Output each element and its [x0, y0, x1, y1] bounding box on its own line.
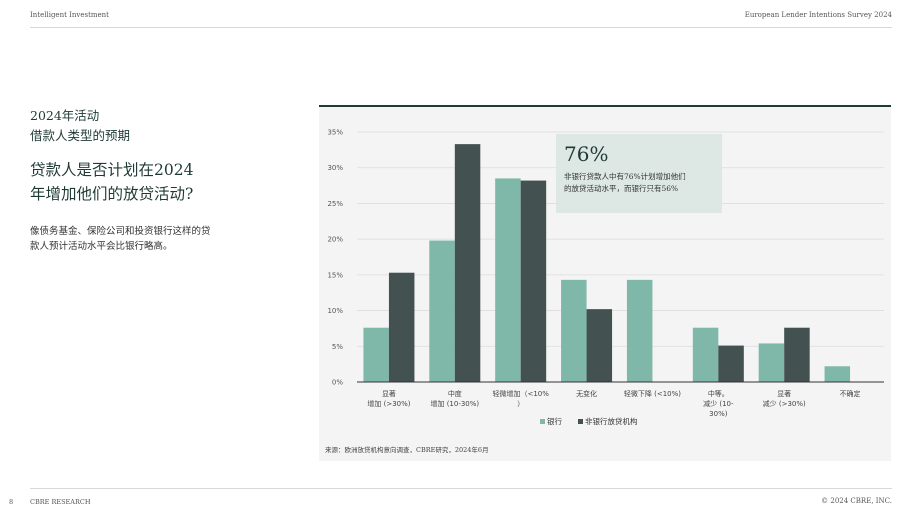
x-category-label: 减少 (10-: [703, 399, 734, 408]
callout-text: 非银行贷款人中有76%计划增加他们 的放贷活动水平，而银行只有56%: [564, 171, 714, 195]
bar-bank: [692, 327, 719, 382]
section-title-line1: 2024年活动: [30, 108, 100, 123]
x-category-label: 中度: [448, 389, 462, 398]
header-divider: [30, 27, 892, 28]
legend-label-nonbank: 非银行放贷机构: [585, 416, 638, 426]
y-tick-label: 0%: [332, 379, 343, 387]
x-category-label: 无变化: [576, 389, 597, 398]
bar-bank: [363, 327, 389, 382]
question-line2: 年增加他们的放贷活动?: [30, 185, 194, 203]
bar-bank: [824, 366, 851, 382]
x-category-label: 显著: [777, 389, 791, 398]
bar-nonbank: [454, 144, 481, 382]
section-title-line2: 借款人类型的预期: [30, 128, 131, 143]
footer-left-text: CBRE RESEARCH: [30, 498, 91, 506]
x-category-label: 不确定: [840, 389, 861, 398]
y-tick-label: 15%: [327, 271, 343, 279]
y-tick-label: 35%: [327, 129, 343, 137]
footer-divider: [30, 488, 892, 489]
bar-bank: [495, 178, 521, 382]
x-category-label: 减少 (>30%): [763, 399, 806, 408]
bar-bank: [626, 279, 653, 382]
y-tick-label: 25%: [327, 200, 343, 208]
description: 像债务基金、保险公司和投资银行这样的贷 款人预计活动水平会比银行略高。: [30, 224, 240, 254]
section-title: 2024年活动 借款人类型的预期: [30, 106, 280, 146]
y-tick-label: 30%: [327, 164, 343, 172]
x-category-label: 增加 (>30%): [367, 399, 410, 408]
callout-line2: 的放贷活动水平，而银行只有56%: [564, 184, 679, 193]
page-number: 8: [9, 498, 14, 506]
bar-nonbank: [586, 309, 613, 382]
callout-box: 76% 非银行贷款人中有76%计划增加他们 的放贷活动水平，而银行只有56%: [556, 134, 722, 213]
x-category-label: ）: [517, 400, 524, 408]
description-line2: 款人预计活动水平会比银行略高。: [30, 241, 173, 252]
x-category-label: 增加 (10-30%): [430, 399, 479, 408]
x-category-label: 轻微增加（<10%: [492, 389, 549, 398]
description-line1: 像债务基金、保险公司和投资银行这样的贷: [30, 226, 211, 237]
bar-bank: [429, 240, 455, 382]
footer-copyright: © 2024 CBRE, INC.: [821, 497, 892, 505]
x-category-label: 显著: [382, 389, 396, 398]
bar-bank: [561, 279, 587, 382]
callout-line1: 非银行贷款人中有76%计划增加他们: [564, 172, 686, 181]
legend-swatch-nonbank: [578, 419, 583, 424]
y-tick-label: 5%: [332, 343, 343, 351]
bar-nonbank: [520, 180, 547, 382]
header-left-text: Intelligent Investment: [30, 11, 109, 19]
question-heading: 贷款人是否计划在2024 年增加他们的放贷活动?: [30, 158, 230, 206]
source-note: 来源：欧洲放贷机构意向调查，CBRE研究，2024年6月: [325, 446, 489, 454]
bar-nonbank: [784, 327, 810, 382]
callout-value: 76%: [564, 142, 609, 166]
y-tick-label: 20%: [327, 236, 343, 244]
legend-label-bank: 银行: [547, 416, 562, 426]
y-tick-label: 10%: [327, 307, 343, 315]
header-right-text: European Lender Intentions Survey 2024: [744, 11, 892, 19]
bar-nonbank: [388, 272, 415, 382]
question-line1: 贷款人是否计划在2024: [30, 161, 194, 179]
x-category-label: 轻微下降 (<10%): [624, 389, 681, 398]
bar-nonbank: [718, 345, 744, 382]
bar-bank: [758, 343, 785, 382]
x-category-label: 中等。: [708, 389, 729, 398]
legend-swatch-bank: [540, 419, 545, 424]
x-category-label: 30%): [709, 410, 728, 418]
